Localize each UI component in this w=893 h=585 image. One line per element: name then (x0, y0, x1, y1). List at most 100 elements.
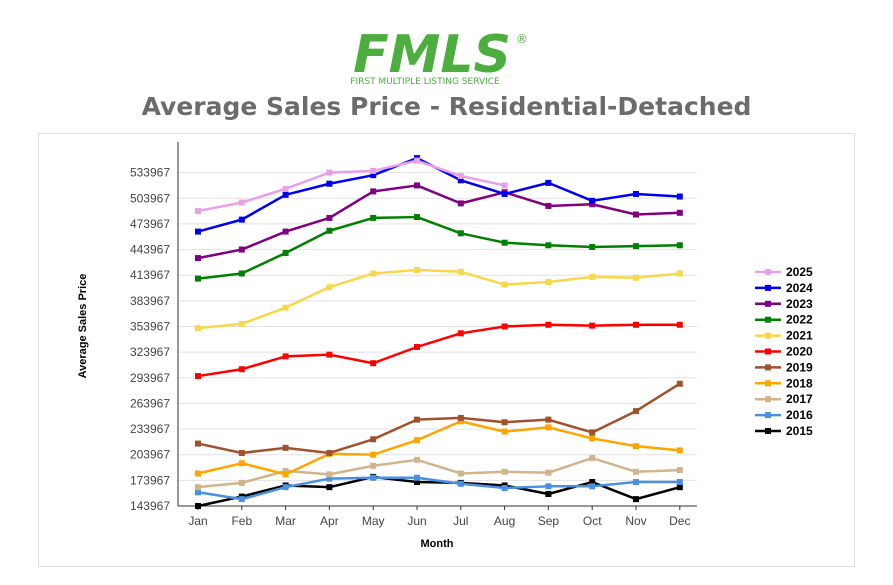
y-axis-title: Average Sales Price (77, 274, 89, 379)
data-point-2016 (457, 480, 464, 487)
y-tick-label: 143967 (130, 499, 170, 513)
x-tick-label: Jul (453, 514, 468, 528)
data-point-2020 (633, 321, 639, 328)
legend-label: 2024 (786, 281, 813, 295)
data-point-2019 (326, 449, 333, 456)
data-point-2025 (501, 182, 508, 189)
data-point-2019 (589, 429, 596, 436)
data-point-2015 (414, 479, 420, 486)
data-point-2022 (195, 275, 201, 282)
data-point-2018 (414, 437, 420, 444)
data-point-2024 (457, 177, 464, 184)
data-point-2022 (370, 214, 377, 221)
y-tick-label: 203967 (130, 448, 170, 462)
y-tick-label: 173967 (130, 473, 170, 487)
data-point-2020 (282, 353, 289, 360)
data-point-2025 (370, 167, 377, 174)
legend-item-2020: 2020 (755, 345, 813, 359)
series-line-2018 (197, 420, 680, 476)
legend-label: 2023 (786, 297, 813, 311)
legend-label: 2022 (786, 313, 813, 327)
data-point-2022 (633, 243, 639, 250)
legend-item-2021: 2021 (755, 329, 813, 343)
data-point-2017 (282, 467, 289, 474)
data-point-2024 (589, 197, 596, 204)
data-point-2019 (282, 444, 289, 451)
data-point-2018 (282, 471, 289, 478)
data-point-2022 (589, 243, 596, 250)
data-point-2020 (370, 360, 377, 367)
data-point-2022 (414, 214, 420, 221)
data-point-2025 (457, 173, 464, 180)
data-point-2024 (676, 193, 683, 200)
data-point-2025 (282, 185, 289, 192)
y-tick-label: 533967 (130, 166, 170, 180)
data-point-2021 (370, 270, 377, 277)
data-point-2025 (195, 208, 201, 215)
data-point-2023 (326, 214, 333, 221)
legend-item-2016: 2016 (755, 408, 813, 422)
data-point-2019 (195, 440, 201, 447)
data-point-2020 (457, 330, 464, 337)
legend-swatch-marker (765, 284, 771, 291)
data-point-2022 (282, 249, 289, 256)
data-point-2023 (414, 182, 420, 189)
data-point-2021 (589, 273, 596, 280)
data-point-2015 (545, 491, 552, 498)
x-tick-label: Aug (494, 514, 515, 528)
series-line-2019 (197, 382, 681, 455)
legend-swatch-marker (765, 269, 771, 275)
data-point-2020 (326, 351, 333, 358)
legend-label: 2015 (786, 424, 813, 438)
series-line-2016 (197, 476, 680, 501)
data-point-2020 (414, 343, 420, 350)
x-tick-label: Sep (538, 514, 560, 528)
data-point-2024 (370, 172, 377, 179)
x-tick-label: Jan (188, 514, 207, 528)
y-tick-label: 233967 (130, 422, 170, 436)
data-point-2022 (457, 230, 464, 237)
y-tick-label: 353967 (130, 320, 170, 334)
data-point-2018 (238, 460, 245, 467)
data-point-2018 (501, 428, 508, 435)
data-point-2023 (676, 209, 683, 216)
data-point-2017 (414, 456, 420, 463)
legend-label: 2020 (786, 345, 813, 359)
data-point-2019 (414, 416, 420, 423)
data-point-2016 (545, 483, 552, 490)
y-tick-label: 323967 (130, 345, 170, 359)
data-point-2015 (589, 479, 596, 486)
legend-swatch-marker (765, 380, 771, 387)
x-tick-label: Jun (407, 514, 426, 528)
data-point-2019 (676, 380, 683, 387)
x-tick-label: Mar (275, 514, 296, 528)
series-line-2022 (197, 215, 680, 280)
legend-label: 2025 (786, 265, 813, 279)
chart-title: Average Sales Price - Residential-Detach… (141, 92, 752, 121)
data-point-2016 (282, 484, 289, 491)
data-point-2024 (326, 180, 333, 187)
y-tick-label: 293967 (130, 371, 170, 385)
fmls-logo: FMLS ® FIRST MULTIPLE LISTING SERVICE (350, 25, 528, 87)
legend-item-2015: 2015 (755, 424, 813, 438)
legend-swatch-marker (765, 428, 771, 434)
x-tick-label: Feb (231, 514, 252, 528)
data-point-2022 (501, 239, 508, 246)
data-point-2021 (326, 284, 333, 291)
series-2021 (195, 267, 683, 332)
series-2018 (195, 418, 683, 478)
data-point-2021 (633, 274, 639, 281)
data-point-2024 (633, 190, 639, 197)
legend-swatch-marker (765, 412, 771, 419)
data-point-2017 (633, 468, 639, 475)
x-tick-label: Oct (583, 514, 602, 528)
data-point-2016 (195, 489, 201, 496)
x-tick-label: Nov (625, 514, 646, 528)
data-point-2020 (195, 373, 201, 380)
data-point-2024 (195, 228, 201, 235)
y-tick-label: 413967 (130, 268, 170, 282)
data-point-2016 (633, 479, 639, 486)
series-2025 (195, 157, 508, 215)
data-point-2015 (326, 484, 333, 491)
